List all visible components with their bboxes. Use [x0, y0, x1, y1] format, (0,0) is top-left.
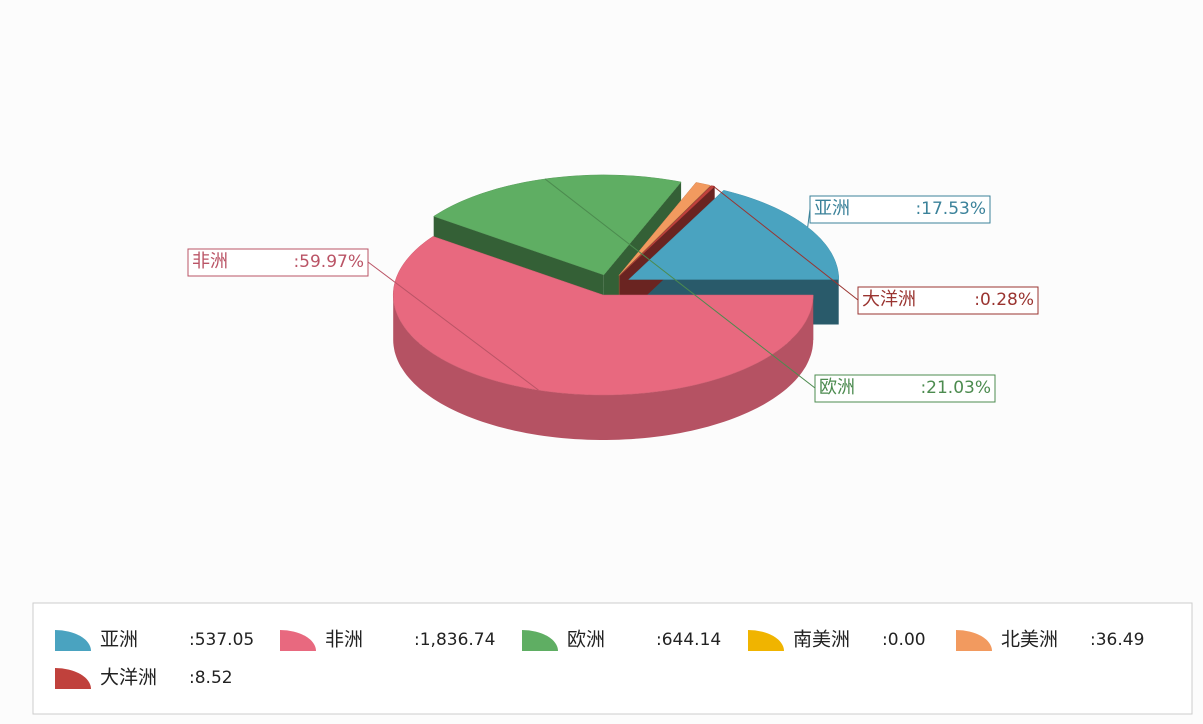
- legend-value: :0.00: [882, 630, 926, 650]
- legend-name: 欧洲: [567, 629, 605, 651]
- slice-label-name: 非洲: [192, 251, 228, 272]
- legend-icon: [55, 668, 91, 689]
- slice: [628, 190, 839, 280]
- leader-line: [544, 178, 816, 389]
- slice-label-value: :17.53%: [915, 199, 986, 219]
- slice-label-name: 欧洲: [819, 377, 855, 398]
- slice-label-box: [187, 248, 369, 277]
- legend-value: :1,836.74: [414, 630, 495, 650]
- legend-icon: [748, 630, 784, 651]
- legend-value: :644.14: [656, 630, 721, 650]
- legend-icon: [522, 630, 558, 651]
- slice-side: [393, 295, 814, 440]
- legend-value: :8.52: [189, 668, 233, 688]
- legend-icon: [956, 630, 992, 651]
- legend-name: 南美洲: [793, 629, 850, 651]
- legend-icon: [55, 630, 91, 651]
- legend-value: :36.49: [1090, 630, 1144, 650]
- slice-label-value: :0.28%: [974, 290, 1034, 310]
- legend-box: [32, 602, 1193, 715]
- leader-line: [712, 185, 859, 301]
- slice: [618, 182, 712, 276]
- leader-line: [367, 261, 539, 391]
- slice-label-name: 大洋洲: [862, 289, 916, 310]
- legend-name: 大洋洲: [100, 667, 157, 689]
- legend-icon: [280, 630, 316, 651]
- legend-name: 非洲: [325, 629, 363, 651]
- slice-label-value: :21.03%: [920, 378, 991, 398]
- leader-line: [807, 208, 811, 228]
- slice-label-value: :59.97%: [293, 252, 364, 272]
- legend-name: 亚洲: [100, 629, 138, 651]
- legend-value: :537.05: [189, 630, 254, 650]
- legend-name: 北美洲: [1001, 629, 1058, 651]
- slice-label-name: 亚洲: [814, 198, 850, 219]
- slice-label-box: [814, 374, 996, 403]
- slice-label-box: [857, 286, 1039, 315]
